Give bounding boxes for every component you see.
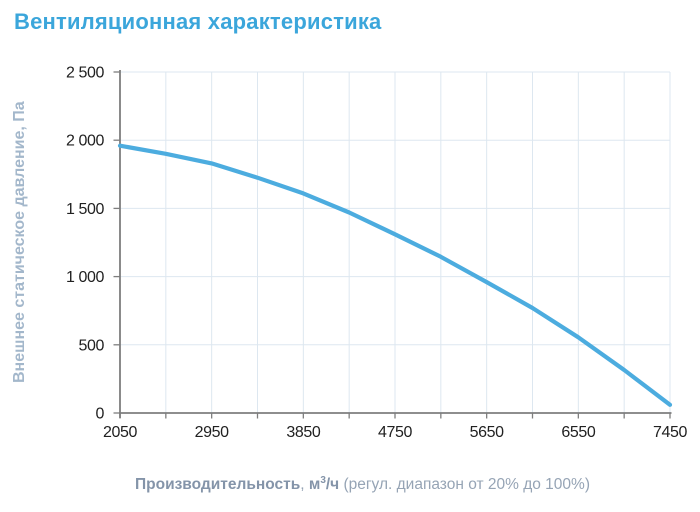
grid-lines: [120, 71, 671, 413]
tick-labels: 2050 2950 3850 4750 5650 6550 7450 0 500 1 000 1 5…: [66, 65, 688, 442]
y-axis-title: Внешнее статическое давление, Па: [11, 101, 28, 384]
y-tick-label: 2 500: [66, 65, 105, 82]
tick-marks: [113, 71, 671, 419]
plot-canvas: 2050 2950 3850 4750 5650 6550 7450 0 500 1 000 1 5…: [66, 65, 688, 442]
x-axis-title: Производительность, м3/ч (регул. диапазо…: [25, 474, 700, 494]
y-tick-label: 0: [96, 406, 105, 423]
fan-curve-line: [117, 143, 673, 407]
x-axis-unit-rest: /ч: [325, 476, 340, 493]
x-tick-label: 3850: [286, 424, 320, 441]
x-tick-label: 2950: [195, 424, 229, 441]
x-axis-title-note: (регул. диапазон от 20% до 100%): [339, 476, 590, 493]
x-axis-unit-base: м: [308, 476, 321, 493]
x-tick-label: 7450: [653, 424, 687, 441]
x-axis-unit-superscript: 3: [320, 474, 326, 486]
y-tick-label: 1 000: [66, 269, 105, 286]
x-tick-label: 6550: [561, 424, 595, 441]
x-axis-title-name: Производительность: [135, 476, 301, 493]
y-tick-label: 1 500: [66, 201, 105, 218]
chart-title: Вентиляционная характеристика: [14, 9, 382, 34]
x-tick-label: 4750: [378, 424, 412, 441]
x-axis-title-separator: ,: [300, 476, 309, 493]
x-tick-label: 5650: [470, 424, 504, 441]
x-tick-label: 2050: [103, 424, 137, 441]
y-tick-label: 2 000: [66, 133, 105, 150]
y-tick-label: 500: [79, 337, 105, 354]
